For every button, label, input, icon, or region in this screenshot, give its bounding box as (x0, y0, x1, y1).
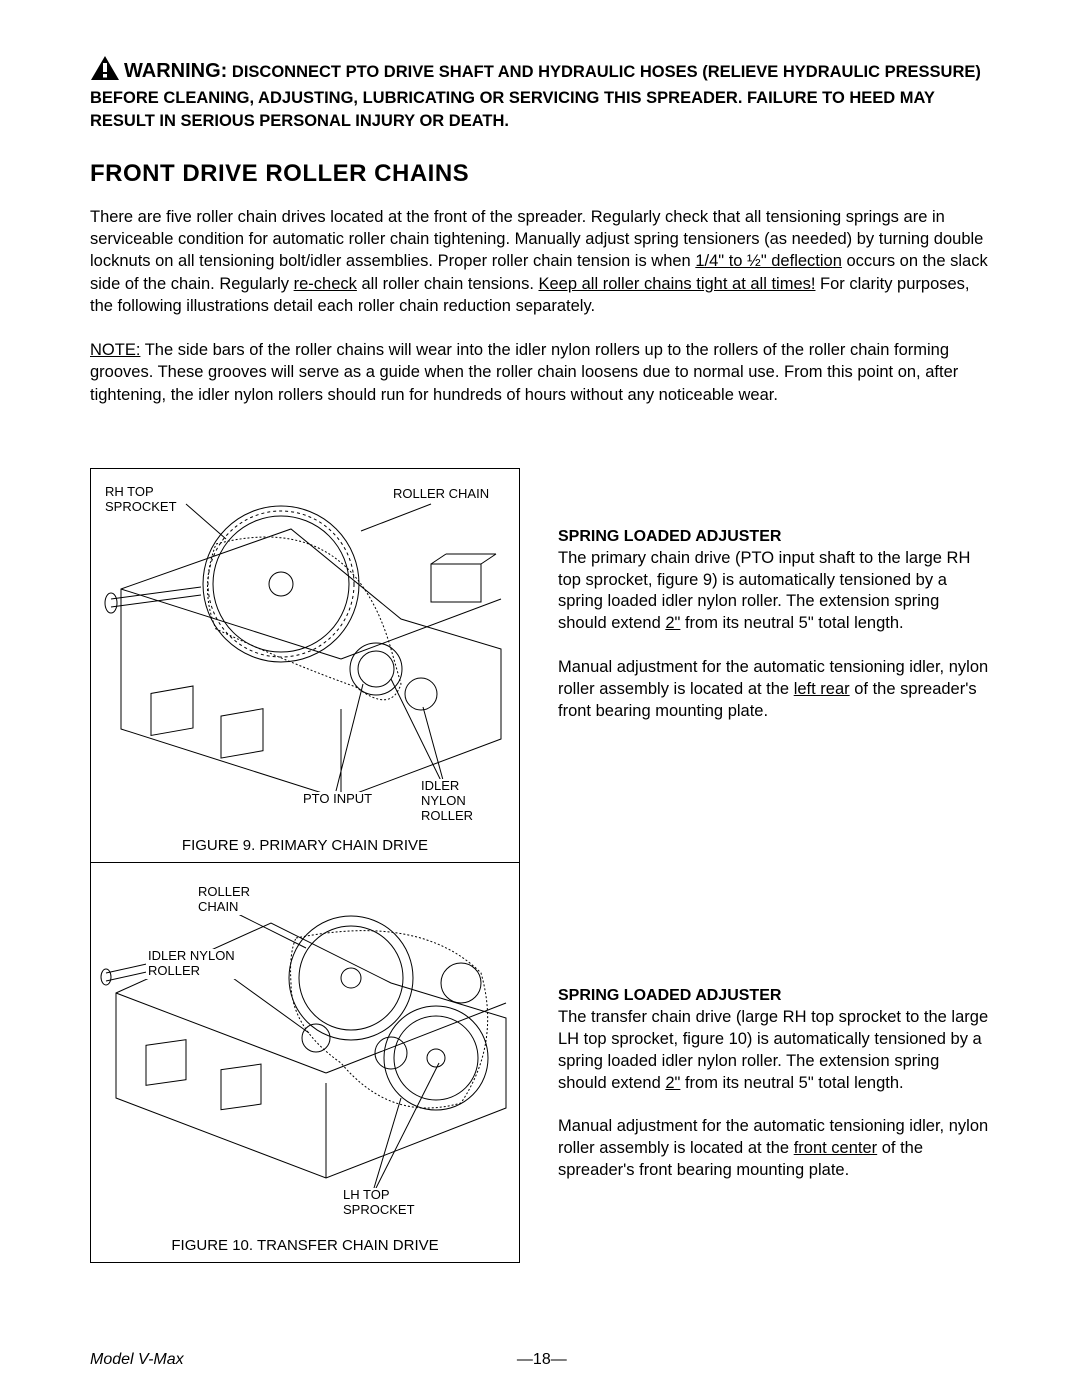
left-column: RH TOP SPROCKET ROLLER CHAIN PTO INPUT I… (90, 468, 520, 1263)
block2-p1-b: from its neutral 5" total length. (680, 1074, 903, 1092)
footer-page: —18— (517, 1351, 567, 1369)
warning-block: WARNING: DISCONNECT PTO DRIVE SHAFT AND … (90, 55, 990, 132)
warning-lead: WARNING: (124, 60, 227, 82)
block1-p2-u: left rear (794, 680, 850, 698)
block1-p1-u: 2" (665, 614, 680, 632)
page-footer: Model V-Max —18— (90, 1351, 990, 1369)
section-title: FRONT DRIVE ROLLER CHAINS (90, 160, 990, 188)
intro-p2-u: NOTE: (90, 341, 140, 359)
block2-heading: SPRING LOADED ADJUSTER (558, 987, 990, 1005)
spring-adjuster-block-1: SPRING LOADED ADJUSTER The primary chain… (558, 528, 990, 722)
figure-9: RH TOP SPROCKET ROLLER CHAIN PTO INPUT I… (90, 468, 520, 863)
intro-p1-c: all roller chain tensions. (357, 275, 539, 293)
figure-9-caption: FIGURE 9. PRIMARY CHAIN DRIVE (91, 837, 519, 854)
intro-p1-u3: Keep all roller chains tight at all time… (539, 275, 816, 293)
fig9-label-rh-top-sprocket: RH TOP SPROCKET (103, 485, 179, 515)
figure-10-caption: FIGURE 10. TRANSFER CHAIN DRIVE (91, 1237, 519, 1254)
warning-icon (90, 55, 120, 87)
block1-p1-b: from its neutral 5" total length. (680, 614, 903, 632)
fig10-label-roller-chain: ROLLER CHAIN (196, 885, 252, 915)
intro-p2: The side bars of the roller chains will … (90, 341, 958, 404)
block2-p2-a: Manual adjustment for the automatic tens… (558, 1117, 988, 1157)
block1-p1: The primary chain drive (PTO input shaft… (558, 548, 990, 635)
fig9-label-pto-input: PTO INPUT (301, 792, 374, 807)
figure-10: ROLLER CHAIN IDLER NYLON ROLLER LH TOP S… (90, 863, 520, 1263)
block1-heading: SPRING LOADED ADJUSTER (558, 528, 990, 546)
two-column-layout: RH TOP SPROCKET ROLLER CHAIN PTO INPUT I… (90, 468, 990, 1263)
fig9-label-idler-nylon-roller: IDLER NYLON ROLLER (419, 779, 475, 824)
right-column: SPRING LOADED ADJUSTER The primary chain… (558, 468, 990, 1263)
fig10-label-idler-nylon-roller: IDLER NYLON ROLLER (146, 949, 237, 979)
intro-p1-u1: 1/4" to ½" deflection (695, 252, 842, 270)
block2-p2-u: front center (794, 1139, 877, 1157)
block1-p2: Manual adjustment for the automatic tens… (558, 657, 990, 722)
block2-p1: The transfer chain drive (large RH top s… (558, 1007, 990, 1094)
block2-p1-u: 2" (665, 1074, 680, 1092)
footer-model: Model V-Max (90, 1351, 184, 1369)
intro-paragraph-2: NOTE: The side bars of the roller chains… (90, 339, 990, 406)
block2-p2: Manual adjustment for the automatic tens… (558, 1116, 990, 1181)
intro-p1-u2: re-check (294, 275, 357, 293)
spring-adjuster-block-2: SPRING LOADED ADJUSTER The transfer chai… (558, 987, 990, 1181)
fig10-label-lh-top-sprocket: LH TOP SPROCKET (341, 1188, 417, 1218)
intro-paragraph-1: There are five roller chain drives locat… (90, 206, 990, 317)
fig9-label-roller-chain: ROLLER CHAIN (391, 487, 491, 502)
